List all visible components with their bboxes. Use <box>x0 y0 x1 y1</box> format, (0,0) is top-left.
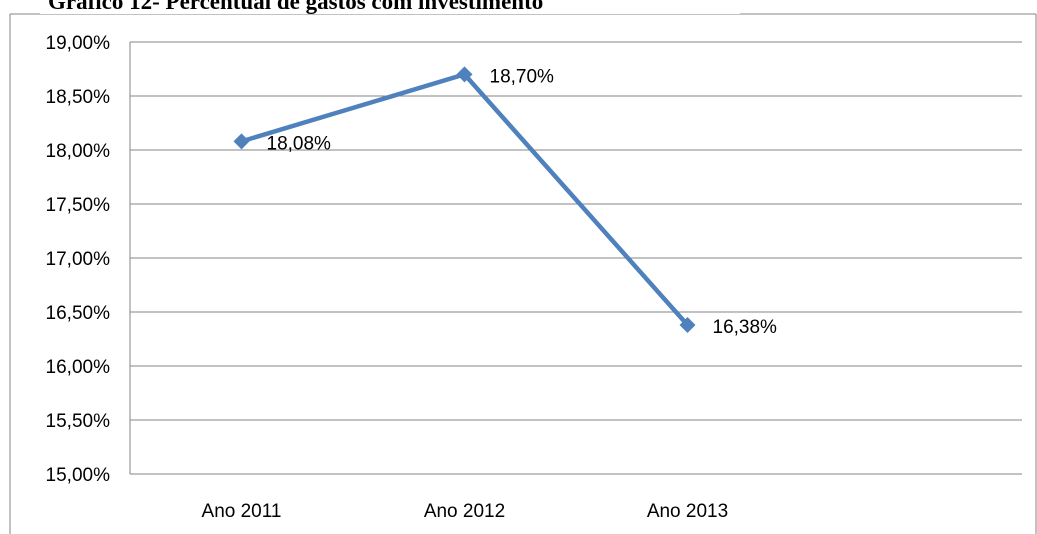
y-tick-label: 17,00% <box>46 249 111 270</box>
y-tick-label: 16,00% <box>46 357 111 378</box>
line <box>240 72 690 327</box>
y-tick-label: 15,00% <box>46 465 111 486</box>
y-tick-label: 19,00% <box>46 33 111 54</box>
x-tick-label: Ano 2011 <box>202 501 282 522</box>
marker <box>456 66 473 83</box>
data-label: 16,38% <box>713 317 778 338</box>
chart-title: Gráfico 12- Percentual de gastos com inv… <box>48 0 543 14</box>
y-tick-label: 17,50% <box>46 195 111 216</box>
marker <box>233 133 250 150</box>
data-label: 18,08% <box>267 133 332 154</box>
y-tick-label: 18,50% <box>46 87 111 108</box>
title-background <box>40 0 740 14</box>
y-tick-label: 18,00% <box>46 141 111 162</box>
x-tick-label: Ano 2013 <box>647 501 728 522</box>
x-tick-label: Ano 2012 <box>424 501 505 522</box>
data-label: 18,70% <box>490 66 555 87</box>
marker <box>679 316 696 333</box>
y-tick-label: 15,50% <box>46 411 111 432</box>
y-tick-label: 16,50% <box>46 303 111 324</box>
